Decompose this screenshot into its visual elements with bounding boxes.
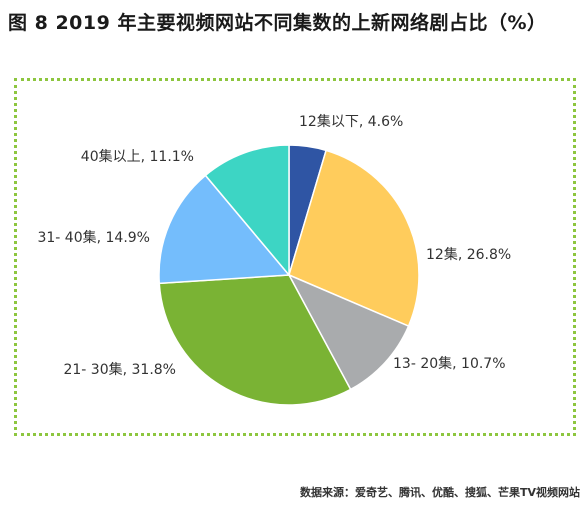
pie-slices — [158, 144, 420, 406]
pie-slice-6 — [204, 144, 290, 278]
pie-labels: 12集以下, 4.6% 12集, 26.8% 13- 20集, 10.7% 21- 3… — [37, 113, 511, 378]
pie-slice-4 — [158, 274, 352, 406]
pie-slice-2 — [288, 149, 420, 328]
data-source-note: 数据来源：爱奇艺、腾讯、优酷、搜狐、芒果TV视频网站 — [299, 486, 580, 499]
slice-label-6: 40集以上, 11.1% — [81, 148, 194, 165]
slice-label-3: 13- 20集, 10.7% — [393, 355, 506, 372]
chart-title: 图 8 2019 年主要视频网站不同集数的上新网络剧占比（%） — [8, 12, 547, 34]
slice-label-1: 12集以下, 4.6% — [299, 113, 403, 130]
pie-slice-3 — [287, 273, 410, 391]
chart-frame — [14, 78, 576, 436]
pie-slice-5 — [158, 174, 291, 285]
slice-label-4: 21- 30集, 31.8% — [63, 361, 176, 378]
slice-label-2: 12集, 26.8% — [426, 246, 511, 263]
slice-label-5: 31- 40集, 14.9% — [37, 229, 150, 246]
